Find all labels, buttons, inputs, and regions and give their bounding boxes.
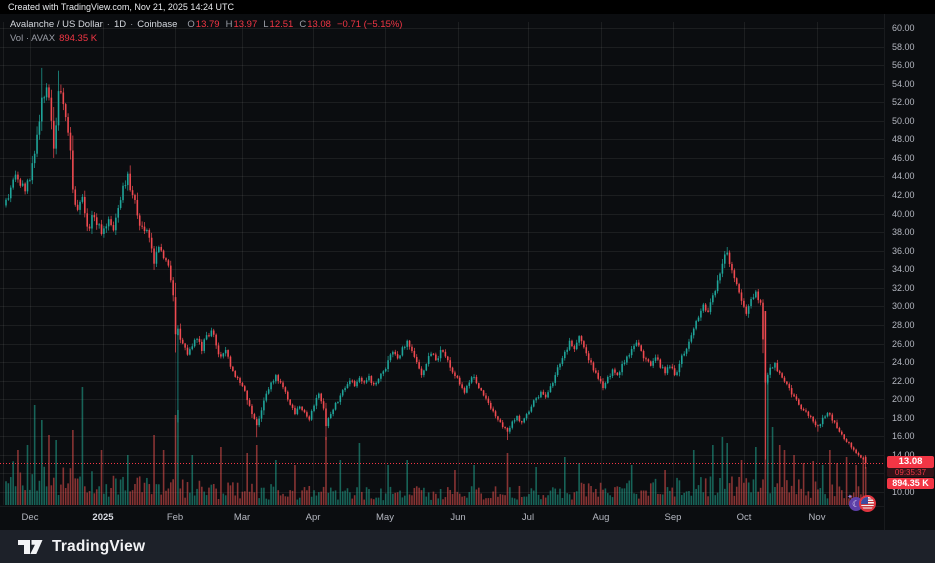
low-value: 12.51 — [269, 19, 294, 30]
x-axis-tick: 2025 — [92, 512, 114, 523]
x-axis-tick: Mar — [233, 512, 251, 523]
price-chart-canvas[interactable] — [0, 14, 884, 530]
separator-dot: · — [130, 19, 134, 30]
open-value: 13.79 — [195, 19, 220, 30]
x-axis-tick: Feb — [166, 512, 184, 523]
y-axis-tick: 36.00 — [892, 245, 915, 256]
legend-volume-row: Vol · AVAX 894.35 K — [10, 33, 402, 45]
us-flag-event-icon[interactable] — [859, 495, 876, 512]
y-axis-tick: 42.00 — [892, 190, 915, 201]
y-axis-tick: 58.00 — [892, 41, 915, 52]
x-axis-tick: Jul — [521, 512, 535, 523]
moon-glyph: ☾ — [851, 499, 861, 509]
y-axis-tick: 38.00 — [892, 227, 915, 238]
bar-countdown-badge: 09:35:37 — [887, 468, 934, 477]
y-axis-tick: 50.00 — [892, 115, 915, 126]
y-axis-tick: 32.00 — [892, 282, 915, 293]
ohlc-values: O 13.79 H 13.97 L 12.51 C 13.08 −0.71 (−5.15… — [187, 19, 402, 31]
time-axis[interactable]: Dec 2025 Feb Mar Apr May Jun Jul Aug Sep Oct Nov — [0, 506, 884, 530]
y-axis-tick: 52.00 — [892, 97, 915, 108]
y-axis-tick: 54.00 — [892, 78, 915, 89]
x-axis-tick: Aug — [592, 512, 610, 523]
y-axis-tick: 20.00 — [892, 394, 915, 405]
volume-badge: 894.35 K — [887, 477, 934, 489]
interval-label: 1D — [113, 19, 127, 30]
price-axis[interactable]: 13.08 09:35:37 894.35 K 60.00 58.00 56.00 5… — [884, 14, 935, 530]
separator-dot: · — [106, 19, 110, 30]
event-markers[interactable]: ✦ ☾ — [847, 493, 883, 515]
y-axis-tick: 46.00 — [892, 152, 915, 163]
x-axis-tick: Jun — [450, 512, 466, 523]
y-axis-tick: 40.00 — [892, 208, 915, 219]
x-axis-tick: Dec — [21, 512, 39, 523]
high-value: 13.97 — [233, 19, 258, 30]
y-axis-tick: 22.00 — [892, 375, 915, 386]
sparkle-icon: ✦ — [847, 494, 853, 501]
flag-blue-field — [861, 497, 868, 504]
last-price-badge: 13.08 — [887, 456, 934, 468]
y-axis-tick: 16.00 — [892, 431, 915, 442]
change-value: −0.71 (−5.15%) — [336, 19, 403, 30]
y-axis-tick: 24.00 — [892, 357, 915, 368]
brand-name[interactable]: TradingView — [52, 537, 146, 555]
x-axis-tick: Sep — [664, 512, 682, 523]
y-axis-tick: 34.00 — [892, 264, 915, 275]
exchange-label: Coinbase — [137, 19, 178, 30]
close-value: 13.08 — [307, 19, 331, 30]
y-axis-tick: 60.00 — [892, 23, 915, 33]
y-axis-tick: 48.00 — [892, 134, 915, 145]
y-axis-tick: 26.00 — [892, 338, 915, 349]
high-label: H — [225, 19, 233, 30]
x-axis-tick: Nov — [808, 512, 826, 523]
x-axis-tick: Oct — [736, 512, 752, 523]
y-axis-tick: 10.00 — [892, 487, 915, 497]
x-axis-tick: May — [376, 512, 394, 523]
attribution-text: Created with TradingView.com, Nov 21, 20… — [8, 2, 234, 12]
open-label: O — [187, 19, 195, 30]
symbol-name: Avalanche / US Dollar — [10, 19, 103, 30]
y-axis-tick: 56.00 — [892, 60, 915, 71]
footer-bar: TradingView — [0, 530, 935, 563]
y-axis-tick: 14.00 — [892, 449, 915, 460]
attribution-bar: Created with TradingView.com, Nov 21, 20… — [0, 0, 935, 14]
y-axis-tick: 28.00 — [892, 319, 915, 330]
tradingview-logo-icon[interactable] — [17, 536, 44, 558]
close-label: C — [299, 19, 307, 30]
volume-value: 894.35 K — [59, 33, 98, 44]
low-label: L — [263, 19, 269, 30]
y-axis-tick: 44.00 — [892, 171, 915, 182]
x-axis-tick: Apr — [305, 512, 321, 523]
y-axis-tick: 30.00 — [892, 301, 915, 312]
y-axis-tick: 18.00 — [892, 412, 915, 423]
volume-label: Vol · AVAX — [10, 33, 56, 44]
